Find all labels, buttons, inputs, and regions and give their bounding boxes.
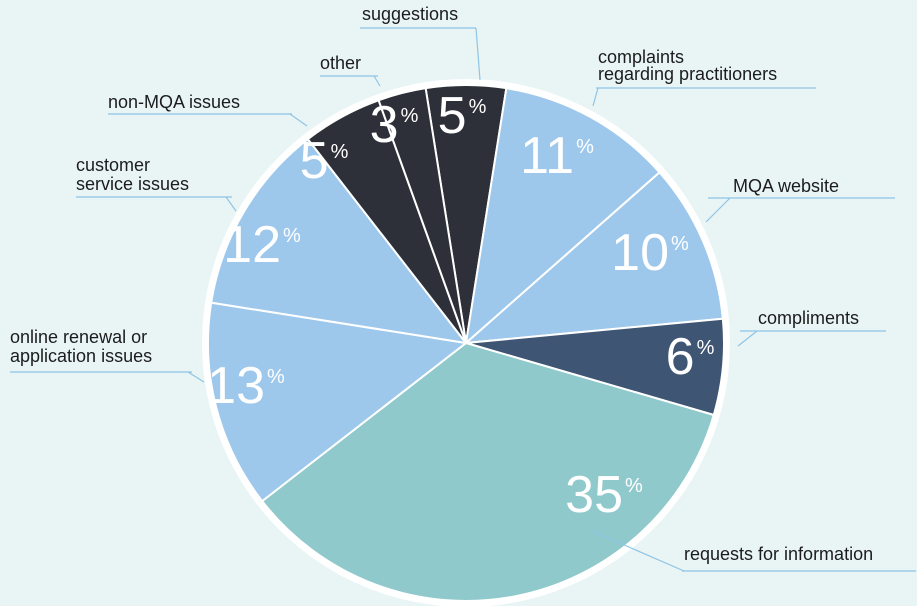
category-label: other bbox=[320, 53, 361, 73]
percent-sign: % bbox=[576, 136, 594, 158]
percent-value: 6 bbox=[666, 328, 695, 386]
percent-label: 3% bbox=[370, 96, 419, 154]
category-label: regarding practitioners bbox=[598, 64, 777, 84]
percent-label: 5% bbox=[438, 87, 487, 145]
leader-line bbox=[475, 27, 481, 81]
category-label: compliments bbox=[758, 308, 859, 328]
pie-slice bbox=[464, 87, 661, 346]
leader-line bbox=[592, 87, 599, 107]
percent-label: 35% bbox=[565, 466, 643, 524]
category-label: MQA website bbox=[733, 176, 839, 196]
percent-label: 11% bbox=[520, 127, 594, 185]
leader-line bbox=[591, 530, 685, 572]
percent-sign: % bbox=[671, 233, 689, 255]
percent-label: 6% bbox=[666, 328, 715, 386]
category-label: application issues bbox=[10, 346, 152, 366]
category-label: non-MQA issues bbox=[108, 92, 240, 112]
percent-value: 13 bbox=[207, 357, 265, 415]
percent-label: 12% bbox=[223, 216, 301, 274]
percent-sign: % bbox=[625, 475, 643, 497]
category-label: customer bbox=[76, 155, 150, 175]
percent-label: 5% bbox=[300, 132, 349, 190]
pie-slice bbox=[463, 170, 724, 345]
percent-sign: % bbox=[267, 366, 285, 388]
percent-label: 13% bbox=[207, 357, 285, 415]
pie-slice bbox=[260, 341, 715, 602]
percent-value: 3 bbox=[370, 96, 399, 154]
category-label: complaints bbox=[598, 47, 684, 67]
percent-value: 5 bbox=[438, 87, 467, 145]
percent-value: 12 bbox=[223, 216, 281, 274]
leader-line bbox=[373, 75, 381, 87]
pie-slice bbox=[207, 301, 469, 503]
leader-line bbox=[225, 196, 237, 212]
pie-slice bbox=[377, 87, 467, 344]
pie-slice bbox=[210, 137, 469, 345]
percent-sign: % bbox=[697, 337, 715, 359]
percent-sign: % bbox=[469, 96, 487, 118]
category-label: suggestions bbox=[362, 4, 458, 24]
percent-value: 5 bbox=[300, 132, 329, 190]
percent-sign: % bbox=[331, 141, 349, 163]
percent-value: 35 bbox=[565, 466, 623, 524]
leader-line bbox=[289, 113, 308, 127]
leader-line bbox=[187, 371, 205, 383]
leader-line bbox=[705, 197, 731, 223]
leader-line bbox=[737, 330, 758, 347]
percent-sign: % bbox=[401, 105, 419, 127]
category-label: online renewal or bbox=[10, 327, 147, 347]
category-label: requests for information bbox=[684, 544, 873, 564]
percent-label: 10% bbox=[611, 224, 689, 282]
percent-value: 11 bbox=[520, 127, 574, 185]
percent-sign: % bbox=[283, 225, 301, 247]
percent-value: 10 bbox=[611, 224, 669, 282]
category-label: service issues bbox=[76, 174, 189, 194]
